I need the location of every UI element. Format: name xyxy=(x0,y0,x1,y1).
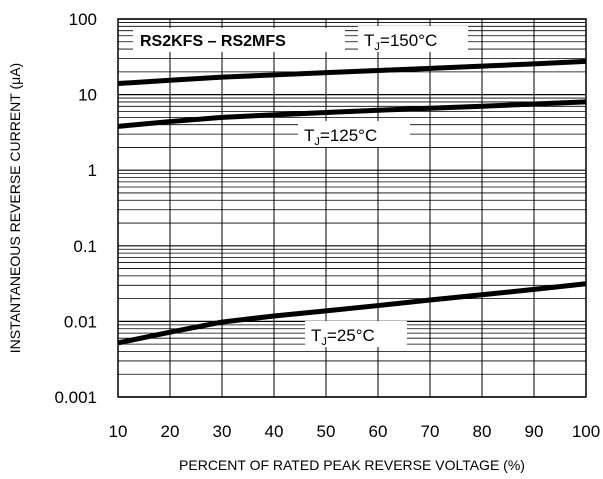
x-tick-label: 100 xyxy=(572,422,600,441)
y-tick-label: 1 xyxy=(88,161,97,180)
series-lines xyxy=(117,58,587,346)
y-tick-label: 100 xyxy=(69,10,97,29)
series-label: TJ=25°C xyxy=(311,326,375,348)
series-line xyxy=(117,281,587,346)
x-tick-label: 90 xyxy=(525,422,544,441)
series-label-background xyxy=(298,121,410,147)
x-tick-label: 40 xyxy=(265,422,284,441)
x-axis-title: PERCENT OF RATED PEAK REVERSE VOLTAGE (%… xyxy=(179,457,525,473)
x-tick-label: 20 xyxy=(161,422,180,441)
grid xyxy=(117,18,587,398)
chart-title: RS2KFS – RS2MFS xyxy=(140,33,286,50)
chart-title-background xyxy=(133,28,345,52)
x-tick-label: 70 xyxy=(421,422,440,441)
series-label-background xyxy=(305,321,407,347)
series-label: TJ=125°C xyxy=(304,126,377,148)
annotations: TJ=150°C TJ=125°C TJ=25°C xyxy=(298,26,468,348)
tick-labels: 10 20 30 40 50 60 70 80 90 100 0.001 0.01 0.1 1 10 100 xyxy=(54,10,600,441)
y-tick-label: 0.1 xyxy=(73,237,97,256)
y-axis-title: INSTANTANEOUS REVERSE CURRENT (μA) xyxy=(7,63,23,353)
y-tick-label: 0.001 xyxy=(54,388,97,407)
plot-border xyxy=(117,18,587,398)
x-tick-label: 10 xyxy=(109,422,128,441)
series-label-background xyxy=(358,26,468,52)
x-tick-label: 50 xyxy=(317,422,336,441)
chart-title-group: RS2KFS – RS2MFS xyxy=(133,28,345,52)
x-tick-label: 30 xyxy=(213,422,232,441)
y-tick-label: 0.01 xyxy=(64,312,97,331)
series-label: TJ=150°C xyxy=(364,31,437,53)
series-line xyxy=(117,99,587,129)
y-tick-label: 10 xyxy=(78,86,97,105)
x-tick-label: 60 xyxy=(369,422,388,441)
x-tick-label: 80 xyxy=(473,422,492,441)
series-line xyxy=(117,58,587,87)
